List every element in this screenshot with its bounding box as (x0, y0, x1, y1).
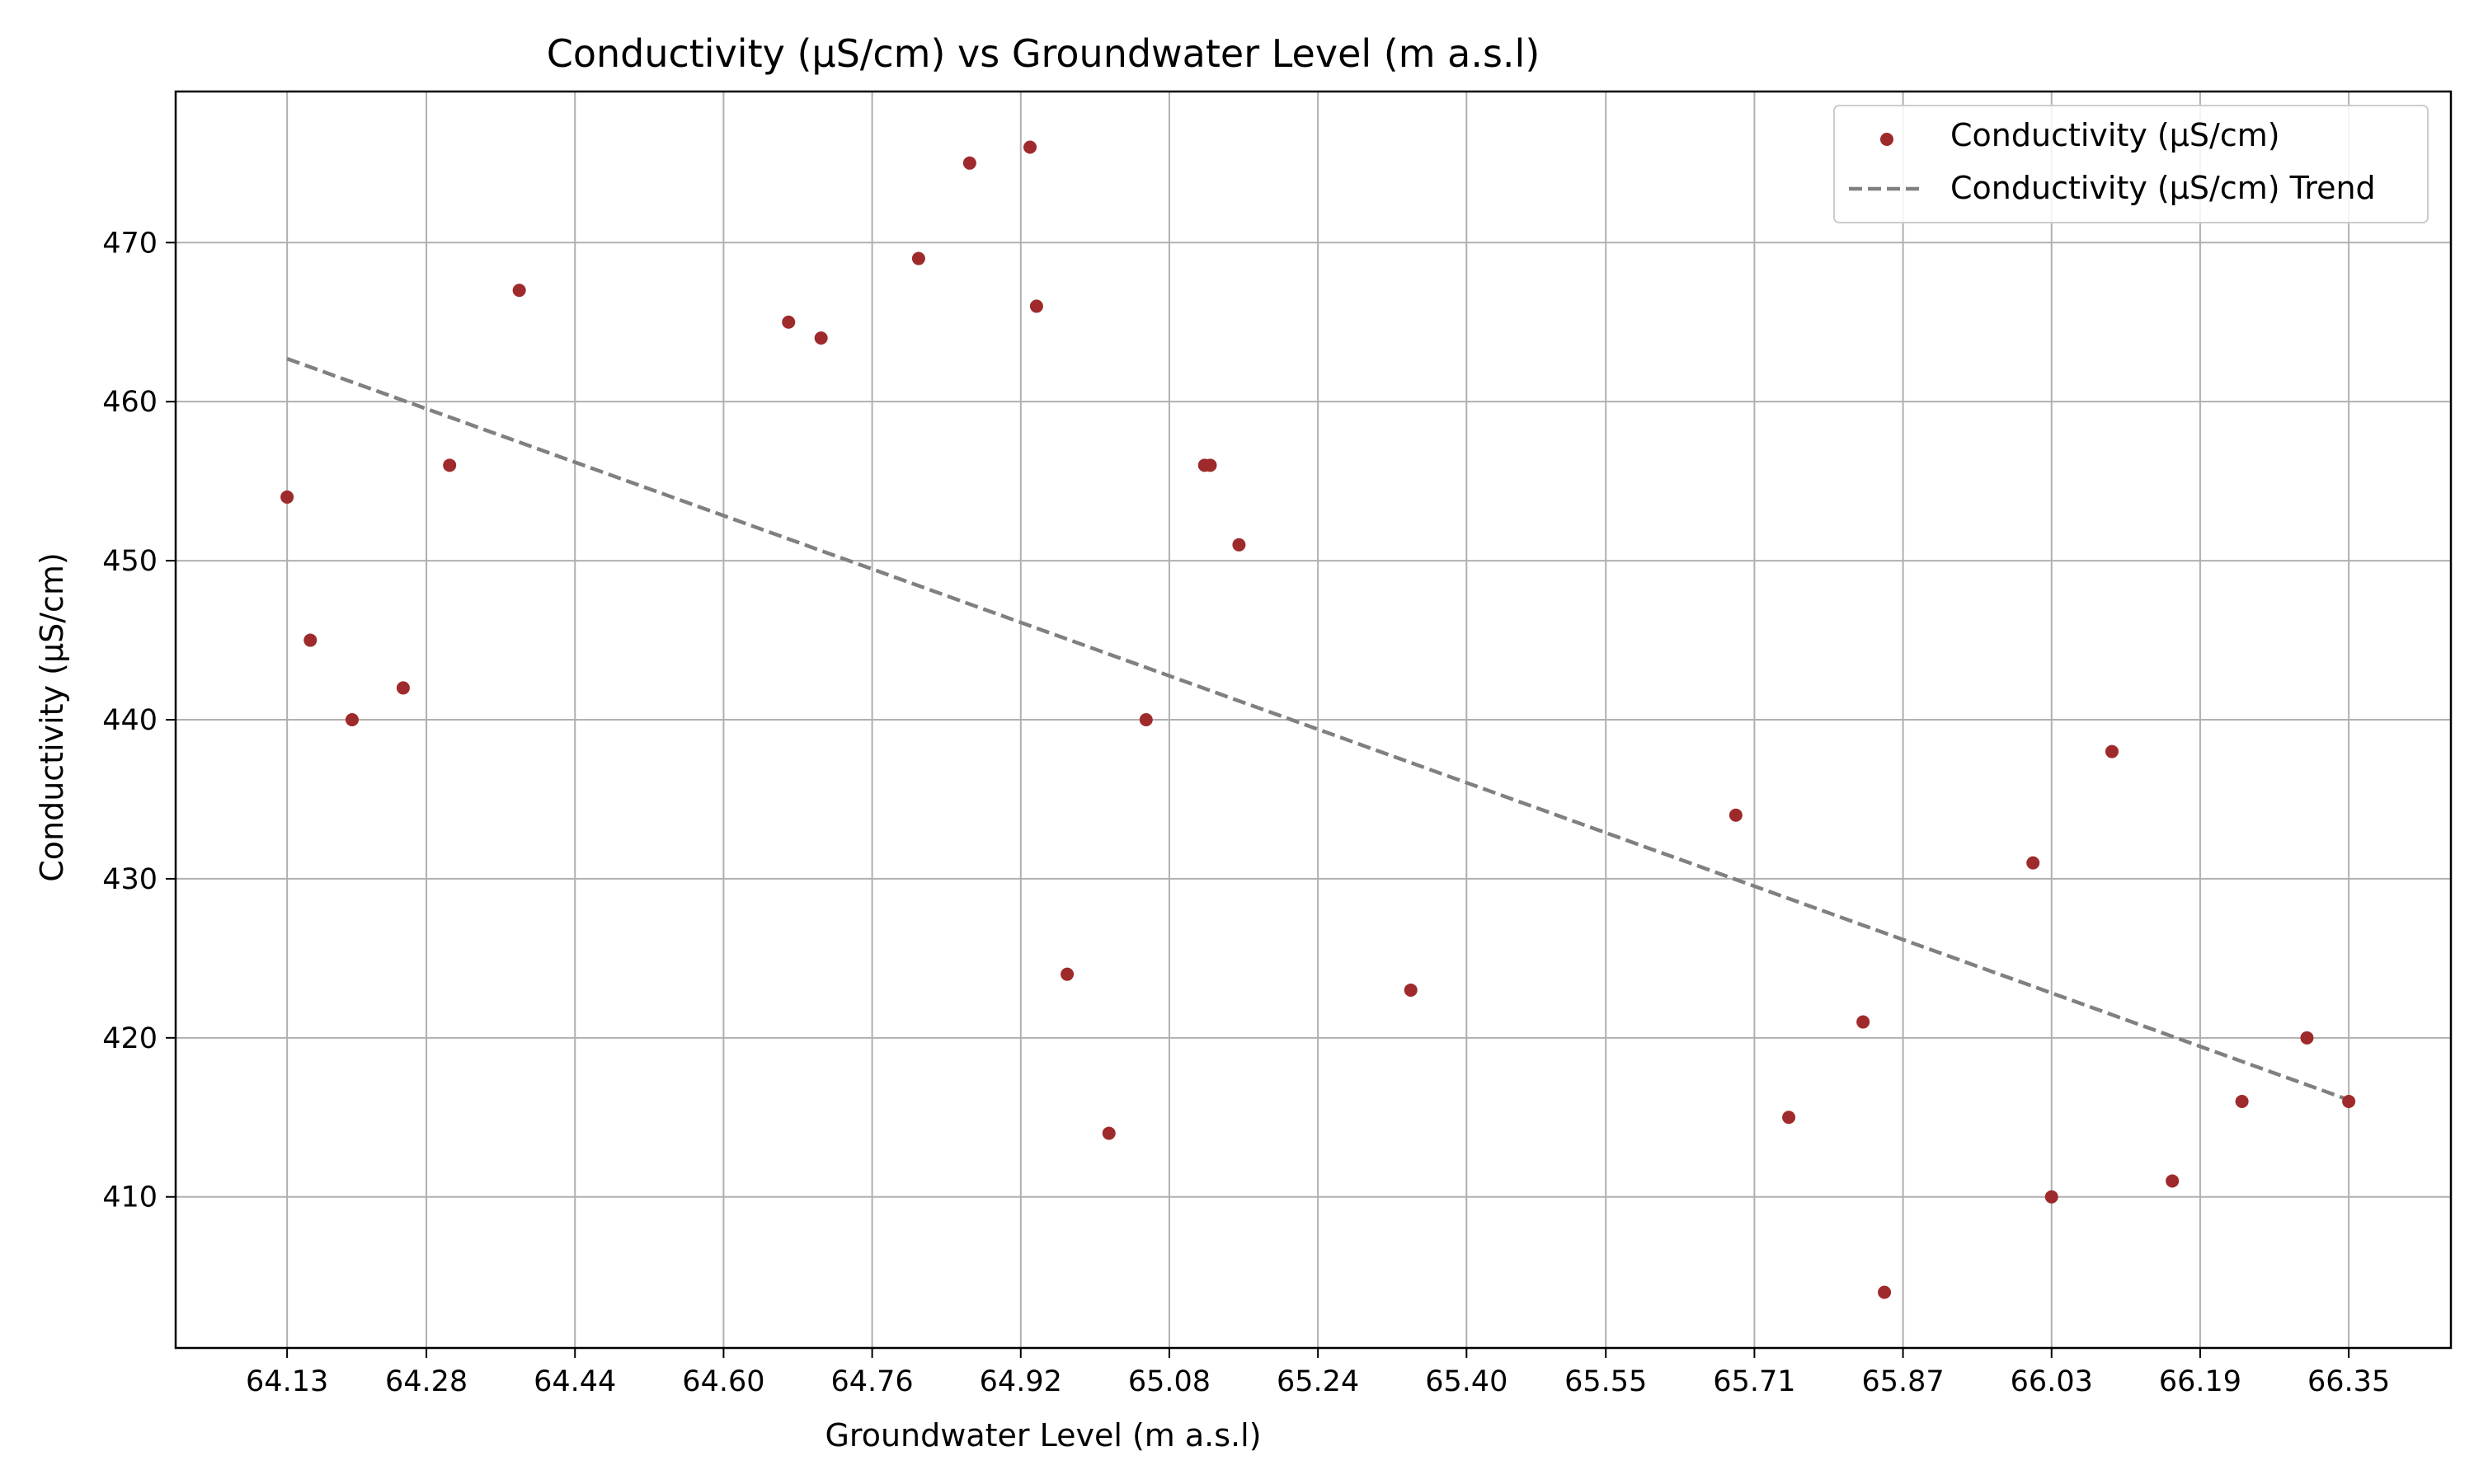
y-tick-label: 470 (102, 227, 158, 260)
data-point (512, 284, 526, 298)
data-point (911, 251, 925, 265)
data-point (1729, 808, 1743, 822)
x-tick-label: 65.08 (1128, 1365, 1211, 1398)
grid-lines (176, 92, 2451, 1348)
x-tick-label: 64.44 (534, 1365, 616, 1398)
legend-label-scatter: Conductivity (µS/cm) (1950, 117, 2280, 153)
data-points-layer (280, 140, 2356, 1299)
data-point (1023, 140, 1037, 154)
y-tick-label: 410 (102, 1181, 158, 1214)
y-axis-ticks: 410 420 430 440 450 460 470 (102, 227, 176, 1214)
data-point (1139, 713, 1153, 726)
trend-line (286, 356, 2349, 1102)
trend-line-layer (286, 356, 2349, 1102)
data-point (2044, 1190, 2058, 1204)
data-point (2235, 1094, 2249, 1108)
data-point (1029, 299, 1043, 313)
x-axis-title: Groundwater Level (m a.s.l) (825, 1417, 1261, 1453)
legend-box (1833, 105, 2429, 223)
x-tick-label: 64.13 (246, 1365, 328, 1398)
data-point (1856, 1015, 1870, 1029)
data-point (280, 490, 294, 504)
x-tick-label: 65.55 (1564, 1365, 1647, 1398)
data-point (782, 315, 796, 329)
legend-label-trend: Conductivity (µS/cm) Trend (1950, 170, 2376, 206)
data-point (1061, 967, 1075, 981)
data-point (345, 713, 359, 726)
data-point (1404, 983, 1418, 997)
x-tick-label: 65.87 (1861, 1365, 1944, 1398)
data-point (396, 681, 410, 695)
y-tick-label: 460 (102, 386, 158, 419)
data-point (443, 458, 457, 472)
data-point (2342, 1094, 2356, 1108)
data-point (2166, 1174, 2180, 1188)
chart-title: Conductivity (µS/cm) vs Groundwater Leve… (547, 31, 1540, 76)
x-tick-label: 65.24 (1277, 1365, 1359, 1398)
x-tick-label: 65.71 (1713, 1365, 1795, 1398)
x-tick-label: 64.92 (980, 1365, 1062, 1398)
x-tick-label: 66.35 (2307, 1365, 2390, 1398)
x-tick-label: 64.28 (385, 1365, 468, 1398)
data-point (1232, 538, 1246, 552)
data-point (962, 156, 976, 170)
y-tick-label: 430 (102, 863, 158, 896)
data-point (1203, 458, 1217, 472)
data-point (303, 633, 317, 647)
data-point (2026, 856, 2040, 870)
x-axis-ticks: 64.13 64.28 64.44 64.60 64.76 64.92 65.08 65.24… (246, 1348, 2390, 1398)
y-tick-label: 450 (102, 545, 158, 578)
y-tick-label: 440 (102, 704, 158, 737)
data-point (1878, 1285, 1892, 1299)
y-tick-label: 420 (102, 1022, 158, 1055)
y-axis-title: Conductivity (µS/cm) (34, 552, 70, 882)
data-point (1102, 1126, 1116, 1140)
legend-marker-scatter (1880, 133, 1893, 146)
data-point (2300, 1031, 2314, 1045)
data-point (2105, 744, 2119, 758)
data-point (814, 331, 828, 345)
x-tick-label: 64.60 (682, 1365, 764, 1398)
x-tick-label: 66.19 (2159, 1365, 2241, 1398)
data-point (1782, 1111, 1796, 1125)
x-tick-label: 65.40 (1425, 1365, 1507, 1398)
legend: Conductivity (µS/cm) Conductivity (µS/cm… (1833, 105, 2429, 223)
x-tick-label: 66.03 (2011, 1365, 2093, 1398)
x-tick-label: 64.76 (830, 1365, 913, 1398)
